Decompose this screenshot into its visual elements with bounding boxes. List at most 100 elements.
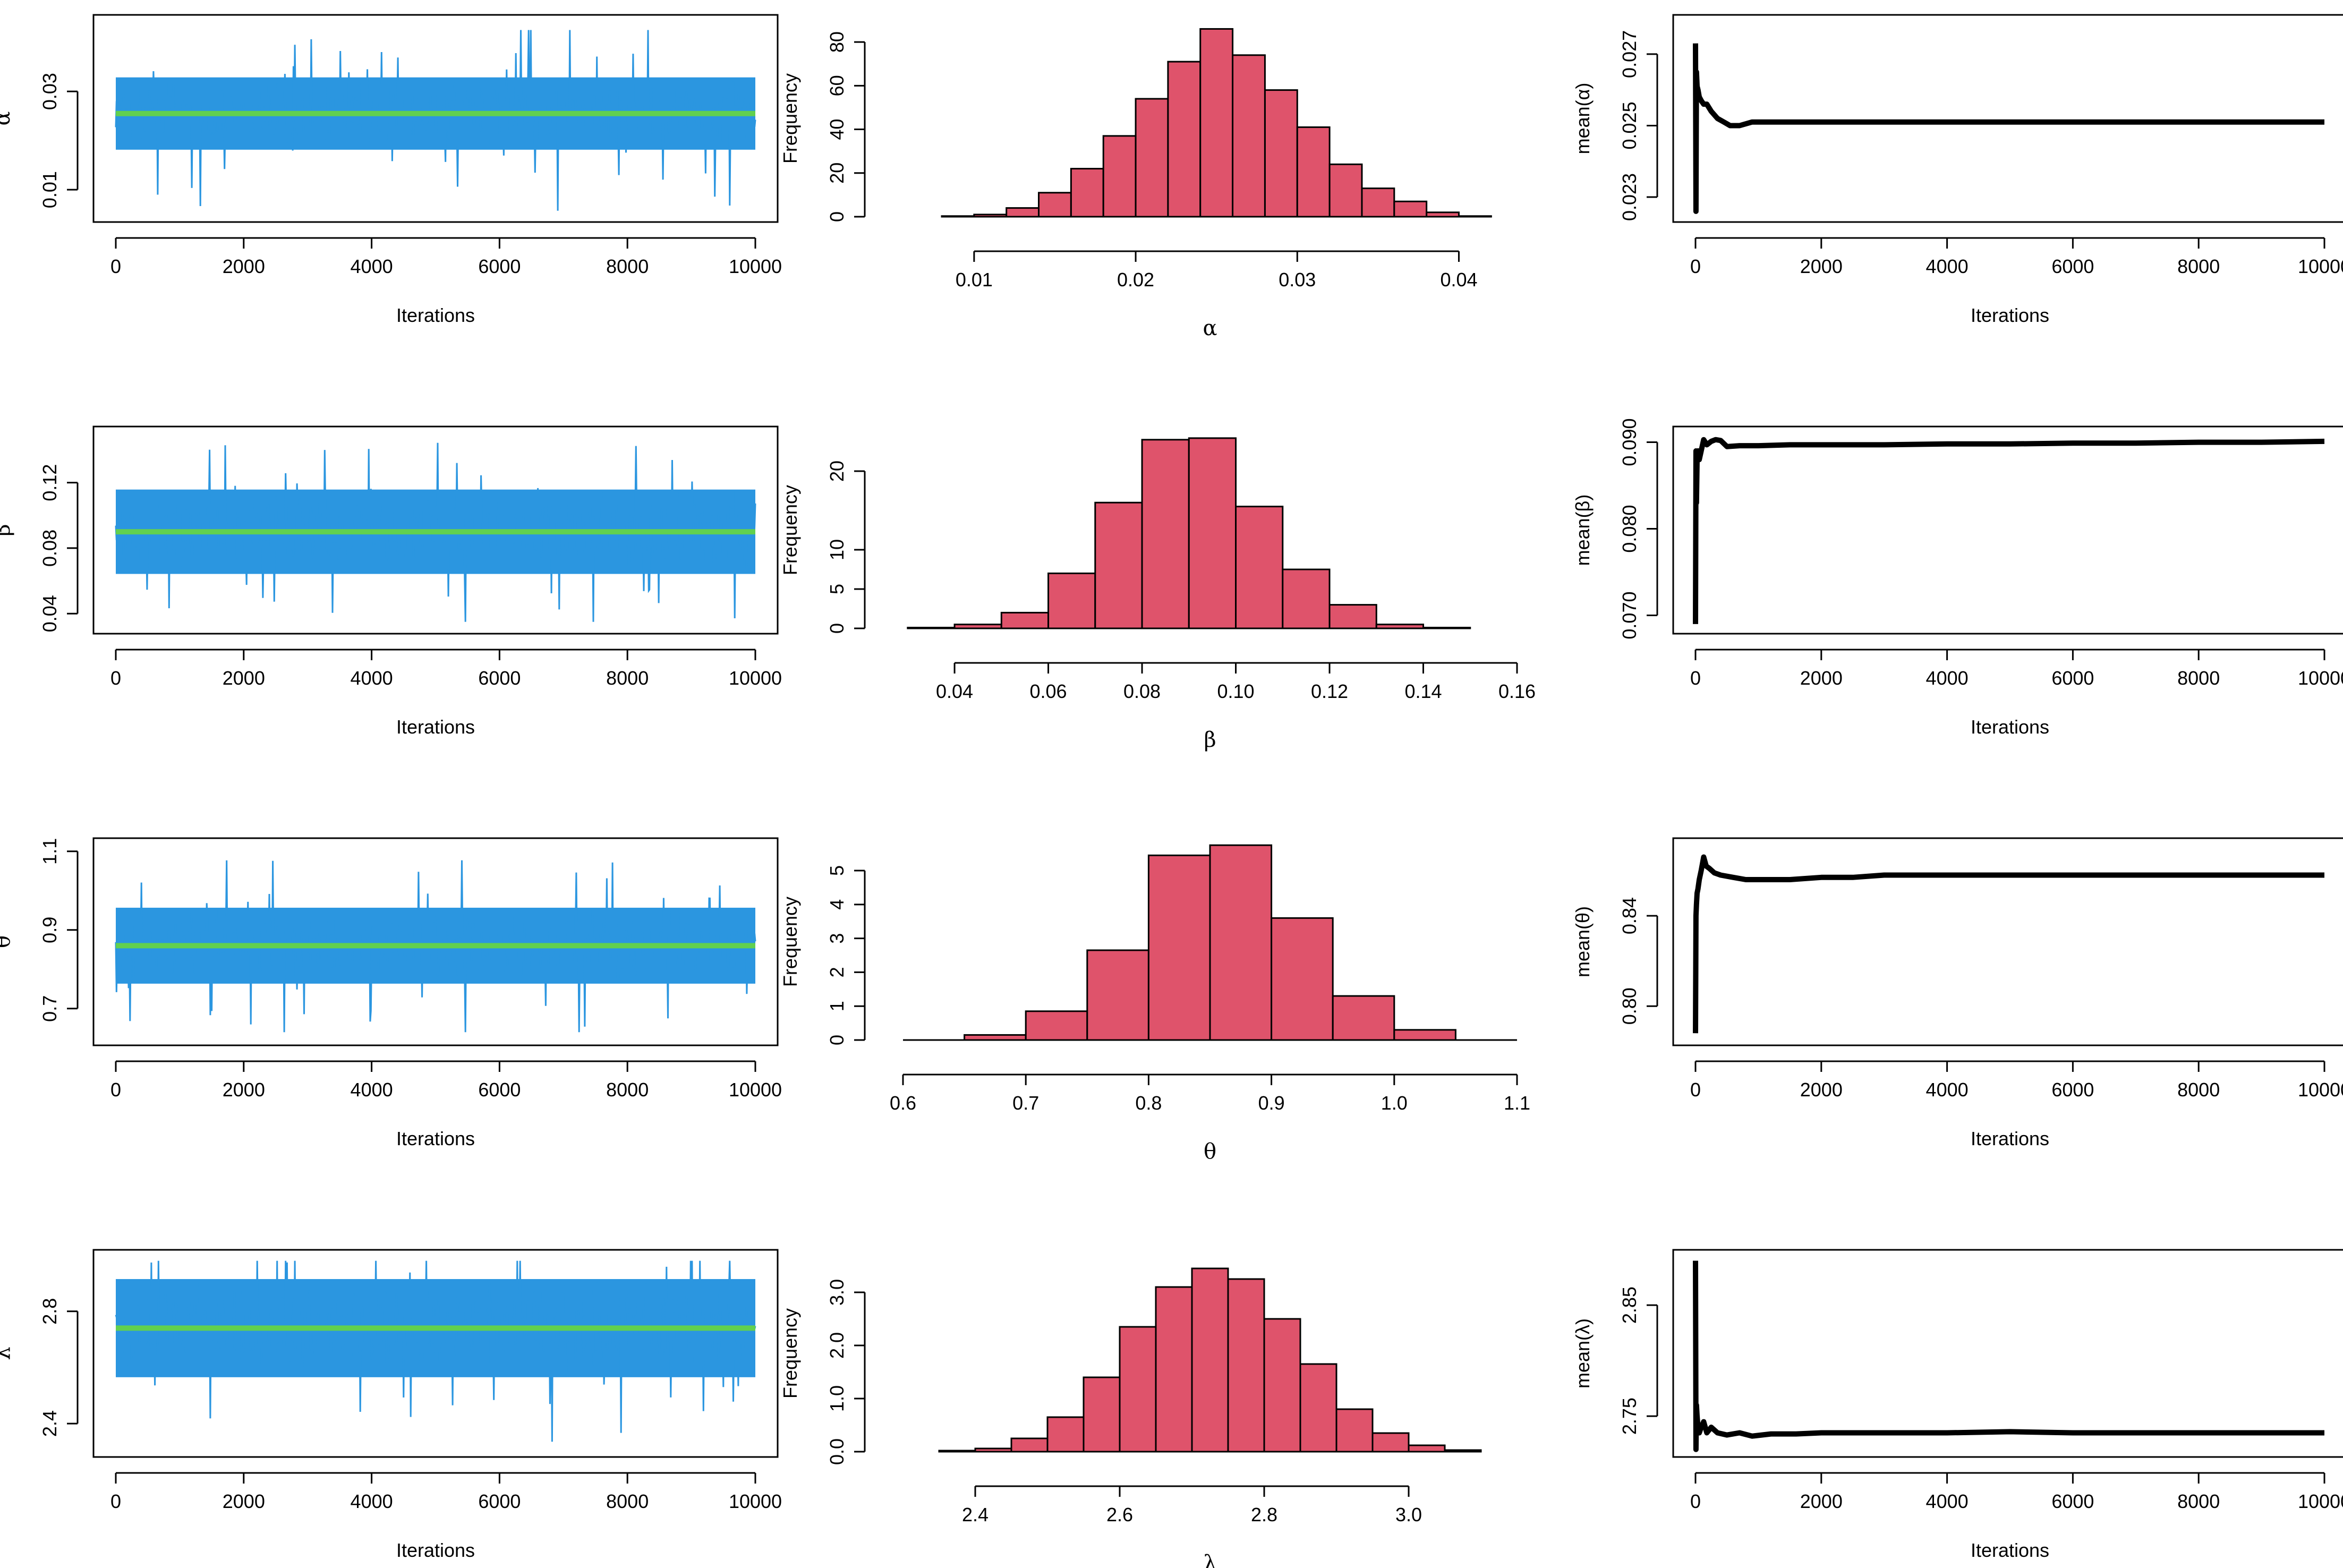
y-tick-label: 0 bbox=[826, 623, 848, 634]
y-axis-label: Frequency bbox=[779, 1308, 801, 1399]
y-tick-label: 1.1 bbox=[39, 838, 61, 865]
running-mean-line bbox=[1693, 854, 2324, 1034]
x-tick-label: 10000 bbox=[729, 667, 782, 689]
plot-frame bbox=[1672, 14, 2343, 223]
y-tick-label: 0.0 bbox=[826, 1438, 848, 1465]
x-tick-label: 6000 bbox=[2051, 667, 2094, 689]
y-tick-label: 20 bbox=[826, 461, 848, 482]
y-tick-label: 0.03 bbox=[39, 73, 61, 110]
x-tick-label: 2000 bbox=[223, 1079, 265, 1101]
x-axis-label: β bbox=[1204, 728, 1216, 752]
x-tick-label: 0.12 bbox=[1311, 680, 1348, 702]
y-axis-label: mean(θ) bbox=[1572, 906, 1594, 977]
x-tick-label: 8000 bbox=[2177, 255, 2220, 277]
trace-line bbox=[115, 860, 756, 1033]
x-tick-label: 8000 bbox=[606, 1079, 649, 1101]
y-tick-label: 0 bbox=[826, 1035, 848, 1045]
histogram-bar bbox=[1328, 604, 1377, 629]
histogram-bar bbox=[1296, 126, 1331, 218]
y-tick-label: 0 bbox=[826, 211, 848, 222]
y-tick-label: 5 bbox=[826, 584, 848, 594]
histogram-bar bbox=[1393, 1029, 1456, 1041]
x-tick-label: 6000 bbox=[478, 667, 521, 689]
x-tick-label: 10000 bbox=[729, 1490, 782, 1512]
x-tick-label: 8000 bbox=[2177, 667, 2220, 689]
x-tick-label: 0 bbox=[1690, 667, 1701, 689]
histogram-bar bbox=[1155, 1286, 1193, 1453]
x-tick-label: 2.8 bbox=[1251, 1504, 1277, 1526]
y-tick-label: 2.8 bbox=[39, 1298, 61, 1325]
y-tick-label: 4 bbox=[826, 899, 848, 910]
x-tick-label: 3.0 bbox=[1395, 1504, 1422, 1526]
x-tick-label: 0 bbox=[1690, 255, 1701, 277]
histogram-bar bbox=[1227, 1278, 1265, 1453]
histogram-bar bbox=[1408, 1444, 1446, 1453]
x-tick-label: 0.14 bbox=[1404, 680, 1442, 702]
x-tick-label: 0 bbox=[110, 1490, 121, 1512]
histogram-bar bbox=[1010, 1437, 1049, 1453]
x-tick-label: 8000 bbox=[2177, 1079, 2220, 1101]
y-axis-label: Frequency bbox=[779, 485, 801, 575]
y-axis-label: α bbox=[0, 111, 15, 125]
histogram-bar bbox=[1191, 1267, 1229, 1453]
x-axis-label: Iterations bbox=[396, 304, 475, 326]
y-axis-label: λ bbox=[0, 1347, 15, 1360]
y-tick-label: 5 bbox=[826, 865, 848, 876]
y-tick-label: 0.01 bbox=[39, 171, 61, 208]
histogram-bar bbox=[1000, 611, 1050, 629]
y-tick-label: 0.12 bbox=[39, 464, 61, 501]
x-tick-label: 1.0 bbox=[1381, 1092, 1408, 1114]
plot-frame bbox=[92, 837, 779, 1046]
x-tick-label: 6000 bbox=[2051, 1079, 2094, 1101]
y-tick-label: 80 bbox=[826, 31, 848, 53]
histogram-bar bbox=[1167, 61, 1202, 218]
histogram-bar bbox=[1147, 854, 1211, 1041]
x-tick-label: 8000 bbox=[606, 1490, 649, 1512]
histogram-bar bbox=[1025, 1010, 1088, 1041]
y-tick-label: 3 bbox=[826, 933, 848, 944]
panel-3-3: 0 2000 4000 6000 8000 10000 Iterations 0.80 0.84… bbox=[1572, 837, 2343, 1149]
histogram-bar bbox=[1199, 28, 1234, 218]
histogram-bar bbox=[1119, 1326, 1157, 1453]
trace-line bbox=[115, 442, 756, 622]
x-tick-label: 6000 bbox=[2051, 1490, 2094, 1512]
x-tick-label: 2.4 bbox=[962, 1504, 989, 1526]
x-tick-label: 0.03 bbox=[1279, 269, 1316, 291]
x-tick-label: 4000 bbox=[351, 1490, 393, 1512]
histogram-bar bbox=[1135, 98, 1169, 218]
x-tick-label: 6000 bbox=[2051, 255, 2094, 277]
histogram-bar bbox=[1335, 1408, 1374, 1453]
x-tick-label: 4000 bbox=[1926, 667, 1969, 689]
panel-3-1: 0 2000 4000 6000 8000 10000 Iterations 0.7 0.9 1.… bbox=[0, 837, 782, 1149]
x-axis-label: Iterations bbox=[396, 716, 475, 738]
panel-2-2: 0.04 0.06 0.08 0.10 0.12 0.14 0.16 β 0 5 10 20 Frequ… bbox=[779, 437, 1536, 752]
y-tick-label: 0.04 bbox=[39, 595, 61, 632]
plot-frame bbox=[1672, 425, 2343, 635]
x-axis-label: Iterations bbox=[1971, 716, 2049, 738]
x-tick-label: 0 bbox=[110, 667, 121, 689]
x-axis-label: Iterations bbox=[396, 1539, 475, 1561]
histogram-bar bbox=[1361, 188, 1395, 218]
x-tick-label: 4000 bbox=[1926, 1079, 1969, 1101]
x-tick-label: 2000 bbox=[223, 667, 265, 689]
trace-line bbox=[115, 30, 756, 211]
y-tick-label: 2.0 bbox=[826, 1332, 848, 1359]
plot-frame bbox=[92, 1249, 779, 1458]
panel-4-1: 0 2000 4000 6000 8000 10000 Iterations 2.4 2.8 λ bbox=[0, 1249, 782, 1561]
panel-1-2: 0.01 0.02 0.03 0.04 α 0 20 40 60 80 Frequency bbox=[779, 28, 1492, 340]
x-tick-label: 8000 bbox=[606, 667, 649, 689]
histogram-bar bbox=[1232, 54, 1266, 218]
y-tick-label: 2.75 bbox=[1618, 1397, 1640, 1435]
y-axis-label: mean(α) bbox=[1572, 83, 1594, 155]
x-tick-label: 10000 bbox=[2298, 255, 2343, 277]
histogram-bar bbox=[1393, 200, 1428, 218]
x-tick-label: 0 bbox=[1690, 1490, 1701, 1512]
plot-frame bbox=[92, 425, 779, 635]
x-tick-label: 4000 bbox=[1926, 1490, 1969, 1512]
x-tick-label: 6000 bbox=[478, 1490, 521, 1512]
x-tick-label: 0.06 bbox=[1030, 680, 1067, 702]
x-tick-label: 0 bbox=[110, 1079, 121, 1101]
y-tick-label: 0.08 bbox=[39, 530, 61, 567]
histogram-bar bbox=[1086, 949, 1149, 1041]
x-tick-label: 0.16 bbox=[1498, 680, 1536, 702]
